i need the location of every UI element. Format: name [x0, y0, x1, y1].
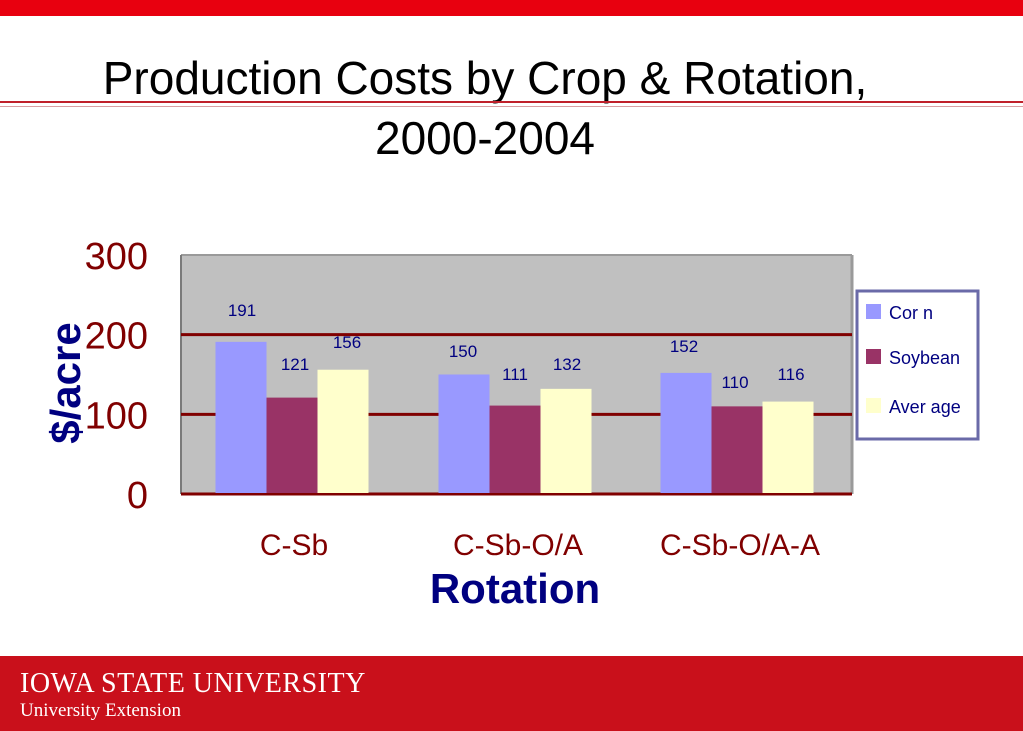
- legend-swatch-0: [866, 304, 881, 319]
- legend-swatch-2: [866, 398, 881, 413]
- title-divider: [0, 101, 1023, 103]
- y-tick-label-200: 200: [85, 316, 148, 358]
- y-tick-label-0: 0: [127, 475, 148, 517]
- bar-0-1: [438, 374, 490, 493]
- x-category-label-1: C-Sb-O/A: [453, 529, 583, 562]
- bar-2-1: [540, 388, 592, 493]
- university-logo-text: IOWA STATE UNIVERSITY: [20, 668, 366, 699]
- bar-2-0: [317, 369, 369, 493]
- data-label-0-0: 191: [228, 301, 256, 320]
- data-label-0-2: 152: [670, 337, 698, 356]
- bar-0-0: [215, 341, 267, 493]
- top-accent-bar: [0, 0, 1023, 16]
- extension-label: University Extension: [20, 700, 181, 721]
- data-label-1-0: 121: [281, 355, 309, 374]
- y-axis-title: $/acre: [42, 322, 89, 443]
- slide-title-line-1: Production Costs by Crop & Rotation,: [102, 52, 868, 104]
- legend-label-2: Aver age: [889, 397, 961, 417]
- data-label-2-2: 116: [777, 365, 804, 384]
- bar-chart: 191 150 152 121 111 110 156 132 116 0 100 200 300 $/a…: [42, 236, 980, 612]
- bar-1-1: [489, 405, 541, 493]
- slide-title: Production Costs by Crop & Rotation, 200…: [0, 48, 970, 168]
- legend-swatch-1: [866, 349, 881, 364]
- title-divider-thin: [0, 106, 1023, 107]
- slide-title-line-2: 2000-2004: [375, 112, 595, 164]
- x-category-label-0: C-Sb: [260, 529, 328, 562]
- data-label-0-1: 150: [449, 342, 477, 361]
- x-category-label-2: C-Sb-O/A-A: [660, 529, 820, 562]
- y-tick-label-100: 100: [85, 395, 148, 437]
- bar-0-2: [660, 372, 712, 493]
- data-label-1-2: 110: [721, 373, 748, 392]
- bar-2-2: [762, 401, 814, 493]
- data-label-1-1: 111: [502, 365, 528, 384]
- bar-1-2: [711, 406, 763, 493]
- legend-label-0: Cor n: [889, 303, 933, 323]
- data-label-2-1: 132: [553, 355, 581, 374]
- x-axis-title: Rotation: [430, 565, 600, 612]
- bar-1-0: [266, 397, 318, 493]
- y-tick-label-300: 300: [85, 236, 148, 278]
- footer-banner: IOWA STATE UNIVERSITY University Extensi…: [0, 656, 1023, 731]
- legend-label-1: Soybean: [889, 348, 960, 368]
- data-label-2-0: 156: [333, 333, 361, 352]
